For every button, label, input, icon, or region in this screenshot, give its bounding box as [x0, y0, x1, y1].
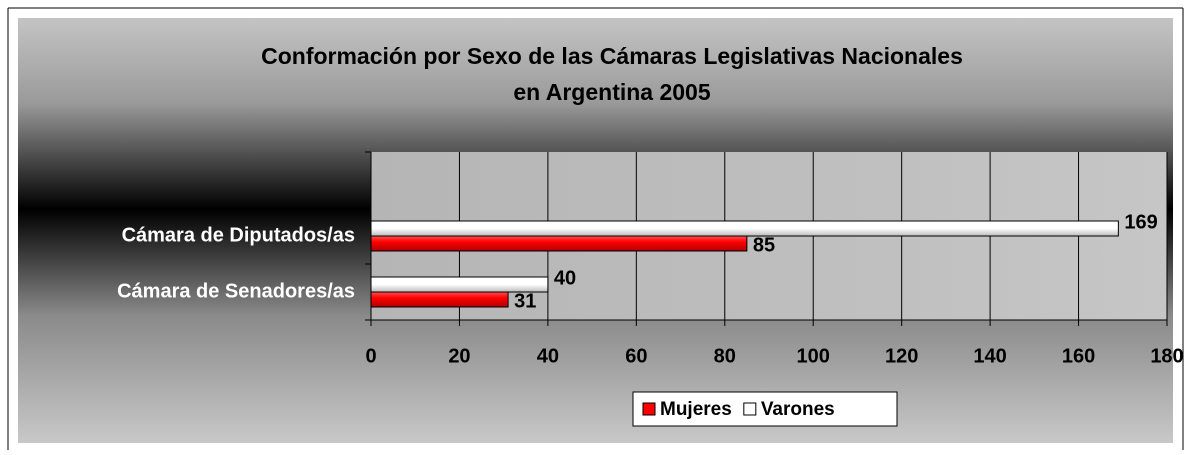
chart-title: Conformación por Sexo de las Cámaras Leg…: [261, 43, 963, 69]
legend: [632, 391, 898, 427]
legend-swatch: [642, 402, 656, 416]
x-tick-label: 100: [797, 345, 830, 367]
y-tick-label: Cámara de Diputados/as: [122, 224, 355, 246]
x-tick-label: 160: [1062, 345, 1095, 367]
x-tick-label: 180: [1150, 345, 1183, 367]
bar: [370, 220, 1119, 237]
x-tick-label: 140: [973, 345, 1006, 367]
bar: [370, 235, 748, 252]
data-label: 40: [554, 267, 576, 289]
y-tick-label: Cámara de Senadores/as: [117, 280, 355, 302]
data-label: 31: [514, 290, 536, 312]
x-tick-label: 120: [885, 345, 918, 367]
data-label: 85: [753, 234, 775, 256]
x-tick-label: 40: [537, 345, 559, 367]
x-tick-label: 20: [448, 345, 470, 367]
legend-label: Mujeres: [660, 399, 732, 420]
data-label: 169: [1124, 211, 1157, 233]
legend-swatch: [743, 402, 757, 416]
x-tick-label: 60: [625, 345, 647, 367]
legend-label: Varones: [761, 399, 835, 420]
x-tick-label: 0: [365, 345, 376, 367]
x-tick-label: 80: [714, 345, 736, 367]
bar: [370, 291, 509, 308]
chart-title: en Argentina 2005: [513, 79, 710, 105]
